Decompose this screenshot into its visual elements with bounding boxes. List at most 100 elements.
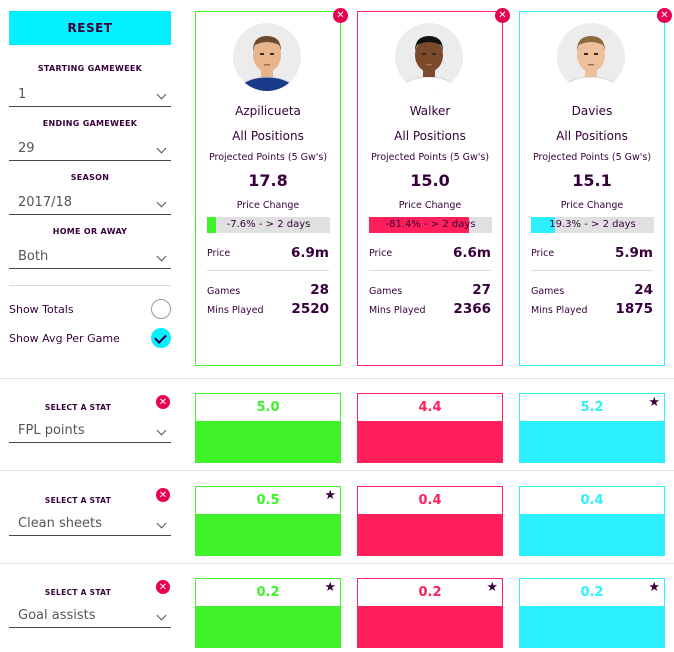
season-select[interactable]: 2017/18	[9, 191, 171, 215]
games-label: Games	[207, 286, 241, 297]
price-label: Price	[369, 248, 393, 259]
games-value: 27	[472, 282, 491, 298]
home-or-away-select[interactable]: Both	[9, 245, 171, 269]
star-icon: ★	[648, 395, 660, 410]
ending-gameweek-value: 29	[18, 141, 35, 156]
starting-gameweek-select[interactable]: 1	[9, 83, 171, 107]
player-position: All Positions	[394, 129, 466, 143]
player-position: All Positions	[232, 129, 304, 143]
section-divider	[0, 470, 674, 471]
mins-row: Mins Played 2366	[369, 301, 491, 317]
games-label: Games	[369, 286, 403, 297]
stat-value: 4.4	[358, 394, 502, 421]
player-name: Azpilicueta	[235, 104, 301, 118]
price-row: Price 6.6m	[369, 245, 491, 261]
stat-select-value: Goal assists	[18, 608, 96, 623]
player-avatar	[557, 23, 625, 91]
remove-stat-button[interactable]: ✕	[156, 488, 170, 502]
starting-gameweek-label: STARTING GAMEWEEK	[37, 64, 143, 73]
projected-points-label: Projected Points (5 Gw's)	[370, 152, 490, 163]
chevron-down-icon	[156, 610, 167, 621]
stat-select[interactable]: Clean sheets	[9, 512, 171, 536]
player-card: ✕ Azpilicueta All Positions Projected Po…	[195, 8, 348, 366]
price-value: 6.6m	[453, 245, 491, 261]
stat-cell: 0.2 ★	[195, 578, 341, 648]
stat-bar-fill	[520, 606, 664, 647]
stat-value: 0.2	[358, 579, 502, 606]
player-avatar	[233, 23, 301, 91]
show-avg-label: Show Avg Per Game	[9, 331, 120, 345]
remove-stat-button[interactable]: ✕	[156, 580, 170, 594]
chevron-down-icon	[156, 197, 167, 208]
price-change-text: 19.3% - > 2 days	[549, 219, 636, 230]
stat-value: 0.4	[520, 487, 664, 514]
star-icon: ★	[486, 580, 498, 595]
stat-cell: 5.0	[195, 393, 341, 463]
stat-cell: 0.2 ★	[519, 578, 665, 648]
price-change-fill	[531, 217, 555, 233]
chevron-down-icon	[156, 425, 167, 436]
card-divider	[369, 270, 491, 271]
player-position: All Positions	[556, 129, 628, 143]
stat-select-value: FPL points	[18, 423, 85, 438]
home-or-away-label: HOME OR AWAY	[52, 227, 128, 236]
stat-bar-fill	[196, 606, 340, 647]
stat-value: 5.2	[520, 394, 664, 421]
projected-points-value: 15.1	[572, 171, 612, 190]
mins-row: Mins Played 2520	[207, 301, 329, 317]
reset-button[interactable]: RESET	[9, 11, 171, 45]
stat-select[interactable]: Goal assists	[9, 604, 171, 628]
player-card: ✕ Walker All Positions Projected Points …	[357, 8, 510, 366]
price-change-text: -7.6% - > 2 days	[226, 219, 311, 230]
season-value: 2017/18	[18, 195, 73, 210]
show-totals-label: Show Totals	[9, 302, 74, 316]
remove-player-button[interactable]: ✕	[495, 8, 510, 23]
stat-value: 0.4	[358, 487, 502, 514]
remove-player-button[interactable]: ✕	[657, 8, 672, 23]
player-avatar	[395, 23, 463, 91]
stat-bar-fill	[358, 514, 502, 555]
stat-bar-fill	[520, 421, 664, 462]
games-value: 28	[310, 282, 329, 298]
chevron-down-icon	[156, 518, 167, 529]
price-value: 5.9m	[615, 245, 653, 261]
show-avg-radio[interactable]	[151, 328, 171, 348]
price-change-fill	[369, 217, 469, 233]
stat-value: 0.5	[196, 487, 340, 514]
mins-label: Mins Played	[207, 305, 264, 316]
price-change-text: -81.4% - > 2 days	[385, 219, 476, 230]
price-label: Price	[207, 248, 231, 259]
show-avg-toggle[interactable]: Show Avg Per Game	[9, 328, 171, 348]
ending-gameweek-select[interactable]: 29	[9, 137, 171, 161]
show-totals-radio[interactable]	[151, 299, 171, 319]
mins-label: Mins Played	[531, 305, 588, 316]
player-name: Davies	[571, 104, 613, 118]
stat-cell: 0.2 ★	[357, 578, 503, 648]
projected-points-label: Projected Points (5 Gw's)	[532, 152, 652, 163]
stat-cell: 0.4	[357, 486, 503, 556]
stat-cell: 0.4	[519, 486, 665, 556]
price-change-label: Price Change	[398, 200, 462, 211]
price-row: Price 6.9m	[207, 245, 329, 261]
star-icon: ★	[324, 488, 336, 503]
stat-bar-fill	[358, 421, 502, 462]
stat-select[interactable]: FPL points	[9, 419, 171, 443]
player-name: Walker	[409, 104, 451, 118]
games-row: Games 28	[207, 282, 329, 298]
mins-row: Mins Played 1875	[531, 301, 653, 317]
home-or-away-value: Both	[18, 249, 49, 264]
remove-player-button[interactable]: ✕	[333, 8, 348, 23]
chevron-down-icon	[156, 251, 167, 262]
price-change-bar: -81.4% - > 2 days	[369, 217, 492, 233]
stat-cell: 0.5 ★	[195, 486, 341, 556]
price-change-label: Price Change	[560, 200, 624, 211]
stat-value: 5.0	[196, 394, 340, 421]
projected-points-value: 17.8	[248, 171, 288, 190]
games-row: Games 27	[369, 282, 491, 298]
season-label: SEASON	[70, 173, 110, 182]
show-totals-toggle[interactable]: Show Totals	[9, 299, 171, 319]
price-change-bar: 19.3% - > 2 days	[531, 217, 654, 233]
remove-stat-button[interactable]: ✕	[156, 395, 170, 409]
price-change-label: Price Change	[236, 200, 300, 211]
section-divider	[0, 378, 674, 379]
